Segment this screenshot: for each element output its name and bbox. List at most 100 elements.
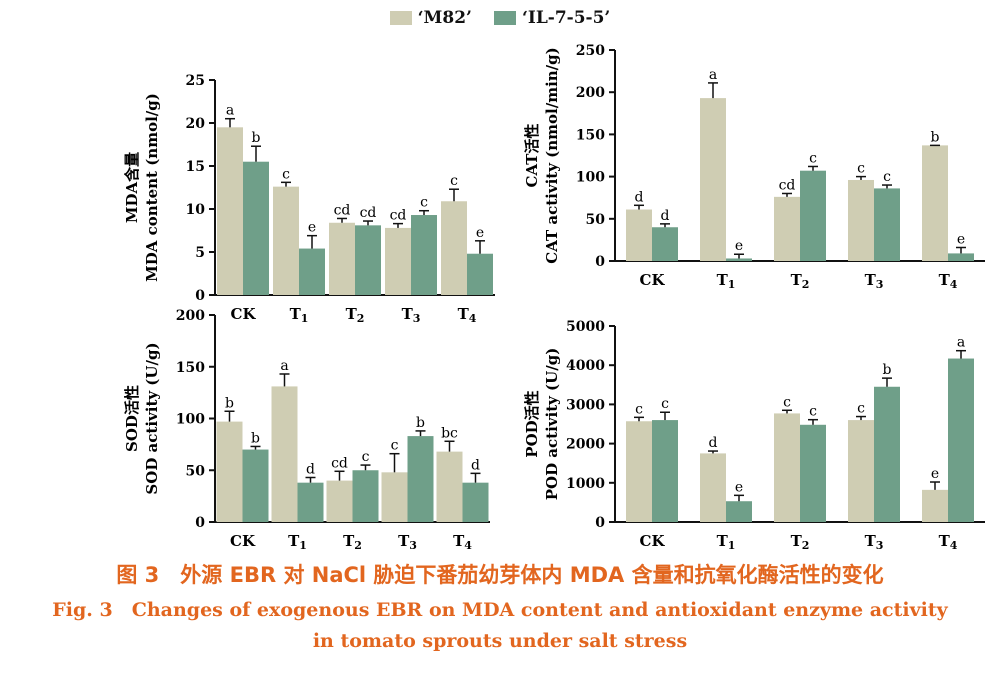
- legend-item-m82: ‘M82’: [389, 8, 472, 28]
- legend-item-il: ‘IL-7-5-5’: [493, 8, 611, 28]
- y-tick-label: 3000: [566, 397, 605, 413]
- y-tick-label: 0: [595, 515, 605, 531]
- x-tick-label: T3: [398, 532, 417, 552]
- significance-letter: a: [957, 335, 965, 351]
- significance-letter: e: [476, 225, 484, 241]
- significance-letter: cd: [390, 208, 407, 224]
- y-tick-label: 0: [195, 288, 205, 304]
- significance-letter: c: [661, 396, 669, 412]
- y-tick-label: 15: [186, 159, 205, 175]
- y-tick-label: 4000: [566, 358, 605, 374]
- bar: [800, 424, 826, 522]
- significance-letter: c: [282, 166, 290, 182]
- y-axis-label-en: CAT activity (nmol/min/g): [543, 47, 561, 264]
- bar: [385, 227, 411, 295]
- x-tick-label: T3: [865, 271, 884, 291]
- bar: [271, 386, 298, 522]
- x-tick-label: T1: [717, 271, 736, 291]
- x-tick-label: CK: [231, 305, 257, 323]
- x-tick-label: T4: [453, 532, 472, 552]
- y-tick-label: 20: [186, 116, 206, 132]
- bar: [922, 145, 948, 261]
- significance-letter: bc: [441, 425, 458, 441]
- x-tick-label: T1: [717, 532, 736, 552]
- bar: [217, 127, 243, 295]
- y-tick-label: 0: [195, 515, 205, 531]
- caption-english-line2: in tomato sprouts under salt stress: [312, 630, 688, 652]
- significance-letter: cd: [779, 177, 796, 193]
- bar: [462, 482, 489, 522]
- bar: [848, 420, 874, 522]
- bar: [700, 453, 726, 522]
- bar: [381, 472, 408, 522]
- bar: [299, 248, 325, 295]
- x-tick-label: T3: [402, 305, 421, 325]
- significance-letter: a: [280, 358, 288, 374]
- significance-letter: b: [931, 129, 940, 145]
- y-tick-label: 2000: [566, 437, 605, 453]
- x-tick-label: T4: [939, 532, 958, 552]
- bar: [243, 161, 269, 295]
- significance-letter: c: [420, 195, 428, 211]
- bar: [800, 170, 826, 261]
- significance-letter: e: [735, 479, 743, 495]
- caption-english-line1: Fig. 3 Changes of exogenous EBR on MDA c…: [52, 599, 948, 621]
- significance-letter: c: [635, 401, 643, 417]
- y-axis-label-en: POD activity (U/g): [543, 348, 561, 501]
- significance-letter: c: [857, 161, 865, 177]
- y-tick-label: 5: [195, 245, 205, 261]
- y-tick-label: 150: [176, 360, 205, 376]
- bar: [700, 98, 726, 261]
- y-tick-label: 50: [186, 463, 206, 479]
- y-tick-label: 200: [176, 308, 205, 324]
- significance-letter: c: [857, 401, 865, 417]
- bar: [652, 420, 678, 522]
- bar: [273, 186, 299, 295]
- bar: [874, 386, 900, 522]
- caption-chinese: 图 3 外源 EBR 对 NaCl 胁迫下番茄幼芽体内 MDA 含量和抗氧化酶活…: [116, 563, 884, 587]
- significance-letter: e: [308, 220, 316, 236]
- bar: [436, 451, 463, 522]
- significance-letter: c: [809, 150, 817, 166]
- bar: [407, 436, 434, 522]
- significance-letter: cd: [331, 455, 348, 471]
- y-tick-label: 25: [186, 73, 205, 89]
- significance-letter: c: [450, 173, 458, 189]
- bar: [326, 480, 353, 522]
- significance-letter: d: [635, 189, 644, 205]
- y-tick-label: 10: [186, 202, 206, 218]
- bar: [626, 209, 652, 261]
- significance-letter: a: [709, 67, 717, 83]
- y-axis-label-zh: CAT活性: [523, 124, 541, 188]
- x-tick-label: CK: [640, 271, 666, 289]
- y-axis-label-en: MDA content (nmol/g): [143, 93, 161, 282]
- bar: [411, 215, 437, 295]
- x-tick-label: T3: [865, 532, 884, 552]
- bar: [297, 482, 324, 522]
- bar: [216, 421, 243, 522]
- significance-letter: c: [809, 404, 817, 420]
- significance-letter: a: [226, 103, 234, 119]
- x-tick-label: T4: [939, 271, 958, 291]
- y-tick-label: 100: [176, 412, 205, 428]
- legend-label-il: ‘IL-7-5-5’: [521, 8, 611, 28]
- x-tick-label: CK: [230, 532, 256, 550]
- bar: [726, 258, 752, 261]
- bar: [329, 222, 355, 295]
- bar: [441, 201, 467, 295]
- x-tick-label: T2: [346, 305, 365, 325]
- bar: [626, 421, 652, 522]
- y-tick-label: 250: [576, 43, 605, 59]
- significance-letter: e: [957, 231, 965, 247]
- bar: [874, 188, 900, 261]
- bar: [948, 358, 974, 522]
- chart-legend: ‘M82’ ‘IL-7-5-5’: [0, 4, 1000, 32]
- significance-letter: d: [471, 457, 480, 473]
- significance-letter: b: [252, 130, 261, 146]
- legend-swatch-m82: [389, 11, 412, 25]
- y-tick-label: 0: [595, 254, 605, 270]
- significance-letter: d: [306, 461, 315, 477]
- significance-letter: d: [661, 208, 670, 224]
- chart-mda: 0 5 10 15 20 25 MDA含量 MDA content (nmol/g) a b CK c…: [123, 73, 495, 325]
- y-tick-label: 1000: [566, 476, 605, 492]
